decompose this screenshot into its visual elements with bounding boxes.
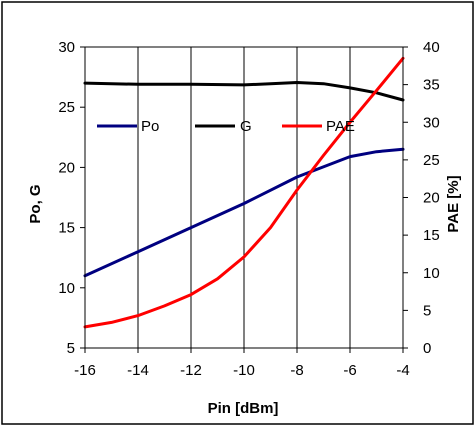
x-tick-label: -8	[290, 362, 303, 379]
series-line-pae	[83, 56, 405, 329]
x-tick-label: -12	[180, 362, 202, 379]
legend-label-po: Po	[141, 118, 159, 135]
y2-axis-title: PAE [%]	[445, 175, 462, 232]
y2-tick-label: 5	[423, 302, 431, 319]
legend-label-g: G	[240, 118, 252, 135]
y2-tick-label: 30	[423, 114, 440, 131]
x-tick-label: -4	[396, 362, 409, 379]
y2-tick-label: 0	[423, 340, 431, 357]
y-tick-label: 25	[58, 99, 75, 116]
y2-tick-label: 10	[423, 265, 440, 282]
y-tick-label: 20	[58, 159, 75, 176]
x-tick-label: -6	[343, 362, 356, 379]
series-line-po	[83, 147, 405, 278]
y-tick-label: 10	[58, 280, 75, 297]
y-tick-label: 30	[58, 39, 75, 56]
x-tick-label: -14	[127, 362, 149, 379]
y-tick-label: 5	[67, 340, 75, 357]
legend-label-pae: PAE	[326, 118, 355, 135]
y-axis-title: Po, G	[27, 184, 44, 223]
series-line-g	[83, 81, 405, 102]
y2-tick-label: 35	[423, 77, 440, 94]
y2-tick-label: 25	[423, 152, 440, 169]
y2-tick-label: 15	[423, 227, 440, 244]
x-tick-label: -16	[74, 362, 96, 379]
y2-tick-label: 20	[423, 190, 440, 207]
y-tick-label: 15	[58, 220, 75, 237]
x-axis-title: Pin [dBm]	[208, 400, 279, 417]
x-tick-label: -10	[233, 362, 255, 379]
y2-tick-label: 40	[423, 39, 440, 56]
